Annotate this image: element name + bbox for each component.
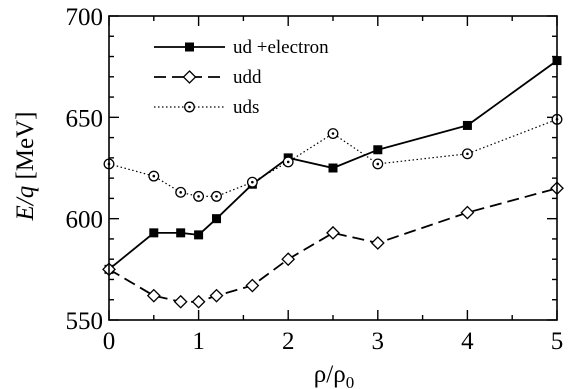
legend-label: udd — [233, 67, 262, 88]
data-point — [461, 148, 473, 160]
legend: ud +electron udd uds — [154, 37, 329, 118]
data-point — [193, 190, 205, 202]
x-tick-label: 2 — [282, 328, 295, 355]
data-point — [175, 186, 187, 198]
data-point — [194, 230, 204, 240]
legend-label: uds — [233, 97, 259, 118]
data-point — [373, 145, 383, 155]
x-tick-label: 3 — [372, 328, 385, 355]
x-tick-label: 1 — [192, 328, 205, 355]
data-point — [245, 278, 260, 293]
data-point — [212, 214, 222, 224]
x-axis-title: ρ/ρ0 — [314, 361, 354, 389]
legend-label: ud +electron — [233, 37, 329, 58]
series-3 — [103, 113, 563, 202]
data-point — [326, 225, 340, 240]
data-point — [281, 252, 296, 267]
series-2 — [102, 181, 564, 309]
x-tick-label: 0 — [103, 328, 116, 355]
data-point — [370, 236, 385, 250]
legend-marker — [184, 101, 195, 113]
data-point — [209, 288, 224, 303]
series-line — [108, 187, 558, 303]
data-point — [149, 228, 159, 238]
plot-frame — [108, 15, 558, 321]
data-point — [246, 176, 258, 188]
data-point — [211, 190, 222, 202]
data-point — [328, 163, 338, 173]
data-point — [462, 120, 472, 130]
legend-entry-2: udd — [154, 67, 262, 88]
legend-marker — [185, 42, 194, 52]
x-tick-label: 5 — [551, 328, 564, 355]
legend-entry-3: uds — [154, 97, 259, 118]
data-point — [148, 170, 160, 182]
legend-entry-1: ud +electron — [154, 37, 329, 58]
series-1 — [104, 56, 562, 274]
data-point — [176, 228, 186, 238]
y-tick-label: 700 — [66, 4, 104, 31]
series-layer — [102, 56, 564, 309]
y-tick-label: 650 — [66, 105, 104, 132]
y-tick-label: 550 — [66, 308, 104, 335]
data-point — [173, 294, 188, 309]
legend-marker — [182, 70, 197, 84]
data-point — [372, 158, 384, 170]
ticks-layer: 0 1 2 3 4 5 550 600 650 700 — [66, 4, 564, 355]
data-point — [460, 205, 475, 220]
data-point — [191, 294, 206, 309]
x-tick-label: 4 — [461, 328, 474, 355]
y-axis-title: E/q [MeV] — [12, 112, 39, 222]
data-point — [282, 156, 294, 168]
data-point — [146, 288, 161, 303]
data-point — [327, 128, 339, 139]
y-tick-label: 600 — [66, 207, 104, 234]
